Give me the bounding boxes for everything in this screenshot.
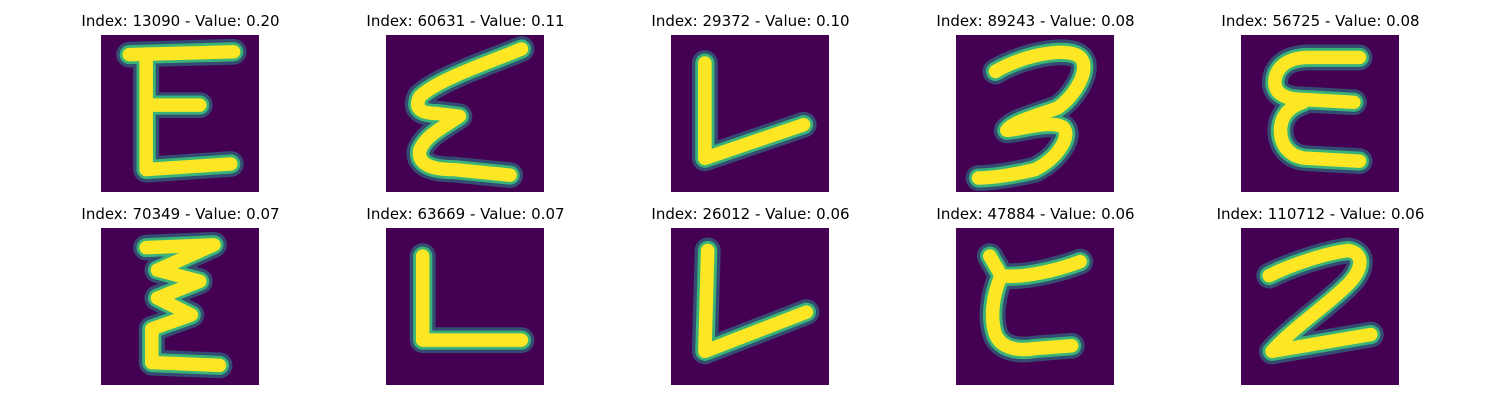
- cell-title: Index: 29372 - Value: 0.10: [651, 12, 850, 30]
- glyph-strokes: [116, 38, 247, 183]
- grid-cell-8: Index: 26012 - Value: 0.06: [608, 204, 893, 394]
- grid-cell-5: Index: 56725 - Value: 0.08: [1178, 11, 1463, 201]
- digit-image: [1241, 35, 1399, 192]
- digit-image: [671, 35, 829, 192]
- glyph-strokes: [404, 36, 535, 189]
- glyph-stroke: [971, 45, 1091, 185]
- cell-title: Index: 70349 - Value: 0.07: [81, 205, 280, 223]
- glyph-stroke: [411, 42, 529, 182]
- glyph-strokes: [965, 39, 1097, 191]
- cell-title: Index: 110712 - Value: 0.06: [1216, 205, 1425, 223]
- digit-image: [101, 228, 259, 385]
- grid-cell-4: Index: 89243 - Value: 0.08: [893, 11, 1178, 201]
- glyph-stroke: [698, 56, 811, 166]
- glyph-strokes: [409, 243, 535, 354]
- digit-image: [956, 35, 1114, 192]
- digit-image: [1241, 228, 1399, 385]
- glyph-stroke: [415, 249, 529, 347]
- cell-title: Index: 13090 - Value: 0.20: [81, 12, 280, 30]
- glyph-strokes: [1256, 237, 1384, 365]
- cell-title: Index: 56725 - Value: 0.08: [1221, 12, 1420, 30]
- glyph-stroke: [122, 45, 241, 177]
- glyph-stroke: [1262, 243, 1378, 359]
- glyph-stroke: [698, 243, 814, 359]
- glyph-strokes: [691, 50, 817, 172]
- digit-image: [101, 35, 259, 192]
- grid-cell-9: Index: 47884 - Value: 0.06: [893, 204, 1178, 394]
- glyph-stroke: [139, 238, 227, 373]
- glyph-strokes: [691, 237, 820, 365]
- cell-title: Index: 89243 - Value: 0.08: [936, 12, 1135, 30]
- grid-cell-1: Index: 13090 - Value: 0.20: [38, 11, 323, 201]
- glyph-stroke: [983, 249, 1087, 357]
- digit-image: [386, 228, 544, 385]
- cell-title: Index: 60631 - Value: 0.11: [366, 12, 565, 30]
- glyph-strokes: [133, 231, 233, 379]
- glyph-stroke: [409, 243, 535, 354]
- glyph-strokes: [976, 243, 1094, 363]
- glyph-stroke: [1268, 50, 1367, 168]
- grid-cell-2: Index: 60631 - Value: 0.11: [323, 11, 608, 201]
- grid-cell-6: Index: 70349 - Value: 0.07: [38, 204, 323, 394]
- grid-cell-7: Index: 63669 - Value: 0.07: [323, 204, 608, 394]
- grid-cell-10: Index: 110712 - Value: 0.06: [1178, 204, 1463, 394]
- digit-image: [956, 228, 1114, 385]
- digit-image: [671, 228, 829, 385]
- digit-image: [386, 35, 544, 192]
- grid-cell-3: Index: 29372 - Value: 0.10: [608, 11, 893, 201]
- cell-title: Index: 47884 - Value: 0.06: [936, 205, 1135, 223]
- cell-title: Index: 26012 - Value: 0.06: [651, 205, 850, 223]
- cell-title: Index: 63669 - Value: 0.07: [366, 205, 565, 223]
- glyph-strokes: [1261, 44, 1373, 175]
